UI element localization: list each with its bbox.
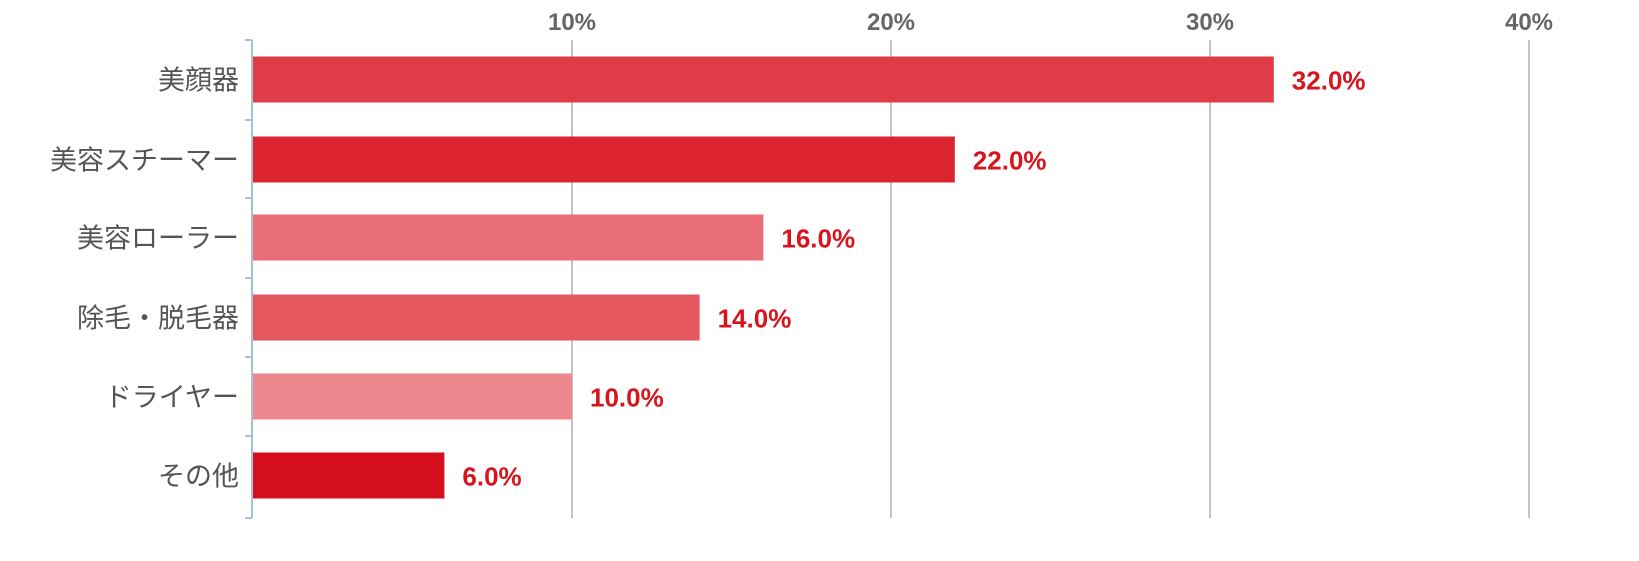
x-axis-ticks: 10% 20% 30% 40% (548, 9, 1553, 36)
x-tick-label: 30% (1186, 9, 1234, 36)
gridlines (571, 40, 1530, 518)
category-label: 美顔器 (158, 66, 239, 97)
x-tick-label: 20% (867, 9, 915, 36)
category-label: 美容スチーマー (50, 146, 239, 177)
data-label: 14.0% (718, 304, 792, 334)
data-label: 10.0% (590, 383, 664, 413)
y-axis (245, 39, 253, 519)
category-label: 除毛・脱毛器 (77, 304, 239, 335)
data-label: 16.0% (781, 224, 855, 254)
bar (253, 56, 1274, 103)
x-tick-label: 10% (548, 9, 596, 36)
category-label: その他 (158, 462, 239, 493)
bar (253, 452, 445, 499)
data-label: 22.0% (973, 146, 1047, 176)
category-label: ドライヤー (105, 383, 239, 414)
bar (253, 214, 764, 261)
category-label: 美容ローラー (77, 224, 239, 255)
bar (253, 294, 700, 341)
bar (253, 373, 572, 420)
x-tick-label: 40% (1505, 9, 1553, 36)
data-label: 32.0% (1292, 66, 1366, 96)
bar (253, 136, 955, 183)
data-labels: 32.0% 22.0% 16.0% 14.0% 10.0% 6.0% (462, 66, 1365, 492)
bars (253, 56, 1274, 499)
data-label: 6.0% (462, 462, 521, 492)
